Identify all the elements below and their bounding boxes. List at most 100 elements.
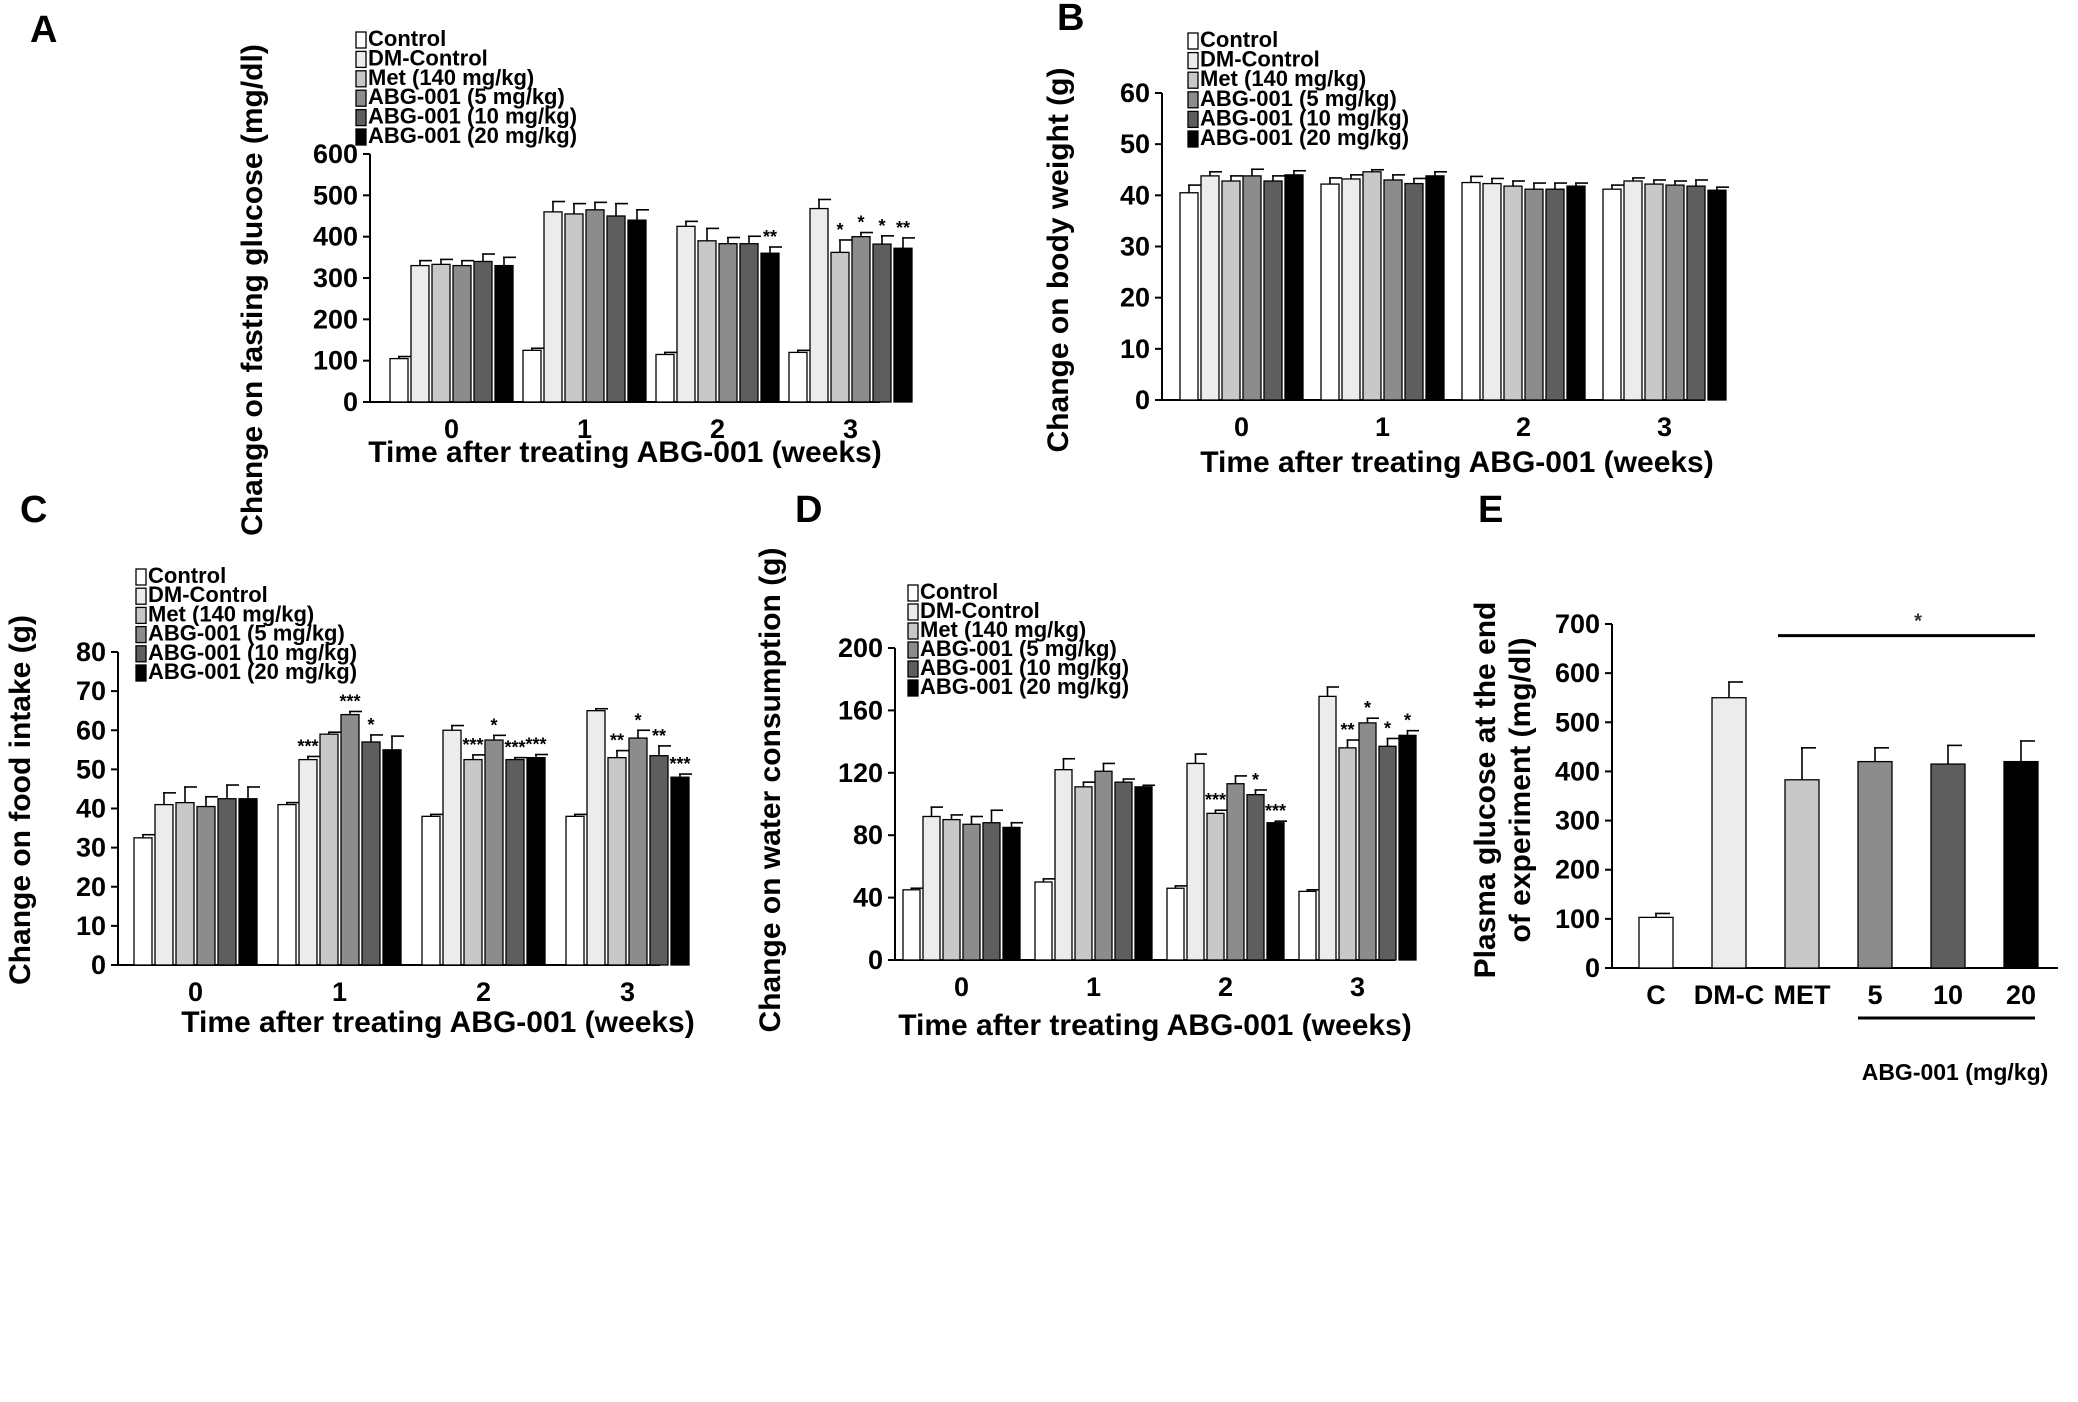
bar-week1-abg-001-10-mg-kg <box>606 215 626 403</box>
y-tick-label: 0 <box>868 945 883 975</box>
bar-week1-control <box>1320 183 1340 401</box>
x-tick-label: 1 <box>1375 412 1390 442</box>
legend-swatch-abg-001-10-mg-kg <box>355 108 367 127</box>
legend-label-abg-001-10-mg-kg: ABG-001 (10 mg/kg) <box>920 655 1129 680</box>
bar-week3-control <box>565 815 585 966</box>
legend-swatch-met-140-mg-kg <box>355 70 367 88</box>
bar-week2-control <box>1166 887 1185 961</box>
legend-swatch-abg-001-10-mg-kg <box>1187 110 1199 129</box>
bar-week3-abg-001-10-mg-kg <box>1686 185 1706 401</box>
legend-label-met-140-mg-kg: Met (140 mg/kg) <box>148 601 314 626</box>
legend-label-dm-control: DM-Control <box>148 582 268 607</box>
x-tick-label: 0 <box>188 977 203 1007</box>
y-axis-title-line-2: of experiment (mg/dl) <box>1504 637 1537 942</box>
bar-week3-abg-001-5-mg-kg <box>1358 722 1377 961</box>
legend-label-abg-001-5-mg-kg: ABG-001 (5 mg/kg) <box>368 84 565 109</box>
legend-swatch-dm-control <box>907 603 919 621</box>
bar-week1-dm-control <box>1341 178 1361 401</box>
significance-marker: ** <box>1340 720 1354 740</box>
legend-label-dm-control: DM-Control <box>920 598 1040 623</box>
significance-marker: * <box>490 715 497 735</box>
y-tick-label: 700 <box>1555 609 1600 639</box>
bar-week3-met-140-mg-kg <box>607 756 627 966</box>
bar-week1-dm-control <box>298 758 318 966</box>
bar-week0-abg-001-20-mg-kg <box>1284 174 1304 401</box>
y-tick-label: 600 <box>1555 658 1600 688</box>
y-tick-label: 200 <box>838 633 883 663</box>
legend-swatch-met-140-mg-kg <box>907 622 919 640</box>
bar-10 <box>1930 763 1966 969</box>
bar-week2-abg-001-5-mg-kg <box>718 243 738 403</box>
bar-week3-abg-001-10-mg-kg <box>872 243 892 403</box>
bar-week0-abg-001-5-mg-kg <box>452 264 472 403</box>
bar-week1-abg-001-5-mg-kg <box>1094 770 1113 961</box>
bar-week1-abg-001-20-mg-kg <box>382 749 402 966</box>
bar-week3-control <box>1602 188 1622 401</box>
bar-week0-abg-001-20-mg-kg <box>238 798 258 966</box>
x-tick-label: 3 <box>620 977 635 1007</box>
bar-week3-abg-001-20-mg-kg <box>1398 734 1417 961</box>
x-axis-title: Time after treating ABG-001 (weeks) <box>181 1006 695 1039</box>
significance-marker: * <box>1364 698 1371 718</box>
bar-week2-abg-001-10-mg-kg <box>505 758 525 966</box>
bar-week2-abg-001-10-mg-kg <box>739 243 759 403</box>
significance-marker: *** <box>525 735 546 755</box>
y-tick-label: 0 <box>91 950 106 980</box>
legend-label-abg-001-5-mg-kg: ABG-001 (5 mg/kg) <box>1200 86 1397 111</box>
x-tick-label: 1 <box>332 977 347 1007</box>
x-tick-label: 10 <box>1933 980 1963 1010</box>
bar-week1-abg-001-10-mg-kg <box>361 741 381 966</box>
y-tick-label: 500 <box>1555 707 1600 737</box>
y-axis-title-line-1: Plasma glucose at the end <box>1469 602 1502 979</box>
bar-week1-met-140-mg-kg <box>319 733 339 966</box>
bar-week0-dm-control <box>1200 175 1220 401</box>
y-axis-title: Change on water consumption (g) <box>754 548 787 1033</box>
significance-marker: * <box>634 710 641 730</box>
legend-label-abg-001-10-mg-kg: ABG-001 (10 mg/kg) <box>1200 105 1409 130</box>
bar-week1-met-140-mg-kg <box>564 213 584 403</box>
legend-swatch-met-140-mg-kg <box>1187 71 1199 89</box>
bar-week1-abg-001-5-mg-kg <box>340 713 360 966</box>
y-tick-label: 0 <box>1585 953 1600 983</box>
legend-swatch-dm-control <box>355 50 367 69</box>
y-tick-label: 20 <box>76 872 106 902</box>
bar-c <box>1638 916 1674 969</box>
x-axis-title: ABG-001 (mg/kg) <box>1862 1059 2049 1085</box>
legend-swatch-abg-001-20-mg-kg <box>135 664 147 682</box>
significance-marker: ** <box>652 726 666 746</box>
panel-letter: D <box>795 489 822 531</box>
y-axis-title: Change on food intake (g) <box>4 615 37 985</box>
legend-label-abg-001-20-mg-kg: ABG-001 (20 mg/kg) <box>368 123 577 148</box>
legend-swatch-dm-control <box>135 587 147 605</box>
bar-week3-abg-001-10-mg-kg <box>649 755 669 966</box>
y-tick-label: 20 <box>1120 283 1150 313</box>
significance-marker: *** <box>669 754 690 774</box>
bar-week3-met-140-mg-kg <box>1644 183 1664 401</box>
legend-label-abg-001-10-mg-kg: ABG-001 (10 mg/kg) <box>368 104 577 129</box>
significance-marker: *** <box>462 735 483 755</box>
bar-week0-abg-001-5-mg-kg <box>196 805 216 966</box>
y-tick-label: 10 <box>1120 334 1150 364</box>
bar-week3-control <box>1298 890 1317 961</box>
bar-week1-abg-001-20-mg-kg <box>1134 786 1153 961</box>
y-tick-label: 0 <box>1135 385 1150 415</box>
bar-week1-control <box>1034 881 1053 961</box>
y-tick-label: 40 <box>853 883 883 913</box>
legend-swatch-abg-001-10-mg-kg <box>135 645 147 663</box>
bar-week1-control <box>277 803 297 966</box>
x-tick-label: 0 <box>1234 412 1249 442</box>
bar-dm-c <box>1711 697 1747 969</box>
panel-letter: B <box>1057 0 1084 39</box>
x-tick-label: 2 <box>476 977 491 1007</box>
bar-week1-control <box>522 349 542 403</box>
significance-marker: * <box>836 220 843 240</box>
significance-marker: *** <box>1205 790 1226 810</box>
bar-week3-dm-control <box>809 207 829 403</box>
x-tick-label: 2 <box>710 414 725 444</box>
y-tick-label: 300 <box>1555 806 1600 836</box>
bar-week2-met-140-mg-kg <box>697 240 717 403</box>
bar-week3-dm-control <box>586 710 606 966</box>
y-tick-label: 600 <box>313 139 358 169</box>
